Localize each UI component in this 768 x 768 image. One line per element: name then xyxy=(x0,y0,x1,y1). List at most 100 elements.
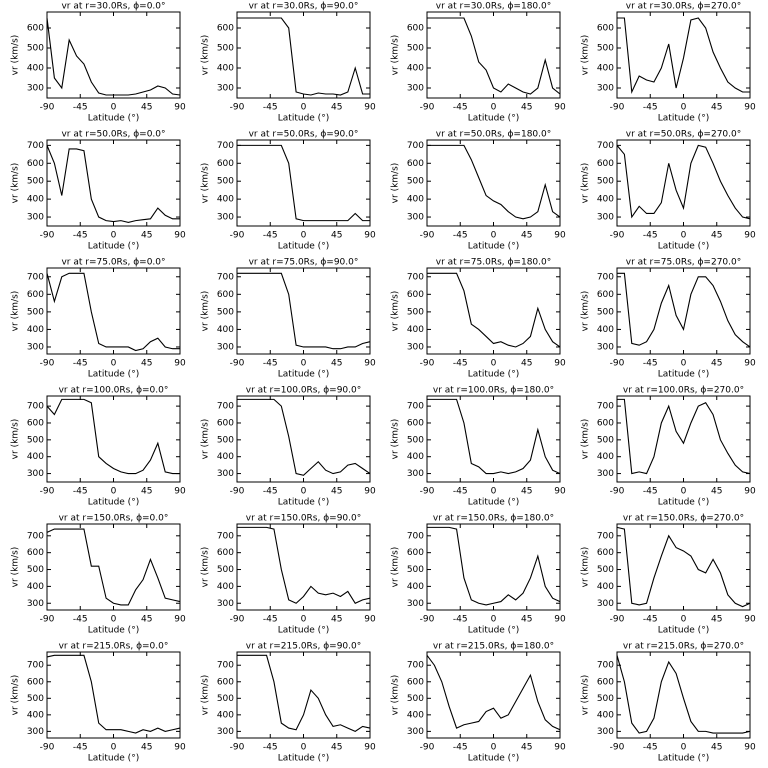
x-tick-label: -90 xyxy=(230,103,245,113)
x-tick-label: 90 xyxy=(744,615,756,625)
y-tick-label: 400 xyxy=(597,710,614,720)
y-tick-label: 600 xyxy=(27,290,44,300)
y-tick-label: 400 xyxy=(217,325,234,335)
y-axis-label: vr (km/s) xyxy=(581,291,591,332)
data-line xyxy=(237,17,370,96)
x-axis-label: Latitude (°) xyxy=(88,370,139,380)
plot-frame xyxy=(426,267,561,355)
x-tick-label: -90 xyxy=(420,231,435,241)
panel: vr at r=215.0Rs, ϕ=180.0° Latitude (°) vr … xyxy=(391,642,566,764)
data-line xyxy=(616,655,751,734)
x-tick-label: -90 xyxy=(610,231,625,241)
y-axis-label: vr (km/s) xyxy=(201,163,211,204)
plot-frame xyxy=(426,395,561,483)
y-tick-label: 700 xyxy=(407,402,424,412)
y-tick-label: 300 xyxy=(407,84,424,94)
plot-frame xyxy=(616,139,751,227)
x-tick-label: 0 xyxy=(681,487,687,497)
y-tick-label: 500 xyxy=(217,44,234,54)
x-tick-label: -45 xyxy=(73,487,88,497)
x-tick-label: -45 xyxy=(263,615,278,625)
x-tick-label: 90 xyxy=(364,487,376,497)
x-axis-label: Latitude (°) xyxy=(658,754,709,764)
panel: vr at r=100.0Rs, ϕ=270.0° Latitude (°) vr … xyxy=(581,386,756,508)
x-tick-label: -90 xyxy=(230,487,245,497)
plot-frame xyxy=(46,267,181,355)
x-tick-label: -45 xyxy=(263,359,278,369)
panel: vr at r=150.0Rs, ϕ=0.0° Latitude (°) vr (k… xyxy=(11,514,186,636)
data-line xyxy=(617,398,751,475)
y-tick-label: 600 xyxy=(407,290,424,300)
data-line xyxy=(237,272,371,350)
x-tick-label: 0 xyxy=(491,615,497,625)
y-tick-label: 600 xyxy=(597,418,614,428)
y-tick-label: 300 xyxy=(27,727,44,737)
y-tick-label: 400 xyxy=(27,195,44,205)
x-tick-label: -90 xyxy=(40,615,55,625)
y-tick-label: 500 xyxy=(597,565,614,575)
y-tick-label: 700 xyxy=(407,531,424,541)
y-tick-label: 300 xyxy=(407,727,424,737)
panel-title: vr at r=150.0Rs, ϕ=0.0° xyxy=(59,514,169,524)
y-tick-label: 600 xyxy=(407,24,424,34)
y-tick-label: 700 xyxy=(27,661,44,671)
x-tick-label: -45 xyxy=(73,743,88,753)
data-line xyxy=(427,398,561,475)
x-tick-label: -45 xyxy=(263,487,278,497)
x-tick-label: -90 xyxy=(230,231,245,241)
x-tick-label: 90 xyxy=(364,231,376,241)
x-tick-label: 45 xyxy=(141,359,152,369)
panel-title: vr at r=100.0Rs, ϕ=270.0° xyxy=(623,386,744,396)
x-tick-label: 90 xyxy=(744,359,756,369)
y-tick-label: 500 xyxy=(217,177,234,187)
y-tick-label: 300 xyxy=(597,213,614,223)
y-tick-label: 500 xyxy=(27,565,44,575)
plot-frame xyxy=(46,651,181,739)
data-line xyxy=(237,398,371,476)
plot-frame xyxy=(236,395,371,483)
data-line xyxy=(427,144,561,220)
y-tick-label: 700 xyxy=(407,661,424,671)
y-tick-label: 400 xyxy=(597,452,614,462)
y-tick-label: 500 xyxy=(407,694,424,704)
y-tick-label: 300 xyxy=(597,727,614,737)
data-line xyxy=(427,272,561,348)
x-tick-label: 45 xyxy=(711,743,722,753)
panel-title: vr at r=75.0Rs, ϕ=0.0° xyxy=(61,258,165,268)
x-tick-label: -90 xyxy=(610,359,625,369)
x-tick-label: 90 xyxy=(554,359,566,369)
panel-title: vr at r=215.0Rs, ϕ=180.0° xyxy=(433,642,554,652)
x-tick-label: 90 xyxy=(174,231,186,241)
y-tick-label: 300 xyxy=(27,469,44,479)
y-tick-label: 400 xyxy=(217,452,234,462)
y-tick-label: 300 xyxy=(597,342,614,352)
y-tick-label: 700 xyxy=(597,531,614,541)
x-tick-label: 90 xyxy=(554,103,566,113)
plot-frame xyxy=(236,139,371,227)
y-tick-label: 500 xyxy=(217,694,234,704)
data-line xyxy=(46,145,180,223)
x-axis-label: Latitude (°) xyxy=(658,242,709,252)
y-tick-label: 700 xyxy=(597,402,614,412)
y-tick-label: 600 xyxy=(597,24,614,34)
y-tick-label: 300 xyxy=(217,213,234,223)
y-tick-label: 400 xyxy=(27,452,44,462)
x-tick-label: 45 xyxy=(521,359,532,369)
x-tick-label: 0 xyxy=(111,487,117,497)
panel-title: vr at r=75.0Rs, ϕ=270.0° xyxy=(626,258,741,268)
x-axis-label: Latitude (°) xyxy=(468,370,519,380)
plot-frame xyxy=(426,11,561,99)
panel: vr at r=215.0Rs, ϕ=90.0° Latitude (°) vr (… xyxy=(201,642,376,764)
x-tick-label: 45 xyxy=(331,615,342,625)
y-tick-label: 300 xyxy=(217,599,234,609)
data-line xyxy=(237,144,370,222)
y-tick-label: 300 xyxy=(27,342,44,352)
y-tick-label: 400 xyxy=(27,64,44,74)
panel: vr at r=50.0Rs, ϕ=0.0° Latitude (°) vr (km… xyxy=(11,130,186,252)
x-axis-label: Latitude (°) xyxy=(658,114,709,124)
panel: vr at r=150.0Rs, ϕ=180.0° Latitude (°) vr … xyxy=(391,514,566,636)
x-tick-label: -45 xyxy=(453,231,468,241)
data-line xyxy=(237,526,371,604)
y-tick-label: 500 xyxy=(27,44,44,54)
x-tick-label: 0 xyxy=(301,103,307,113)
